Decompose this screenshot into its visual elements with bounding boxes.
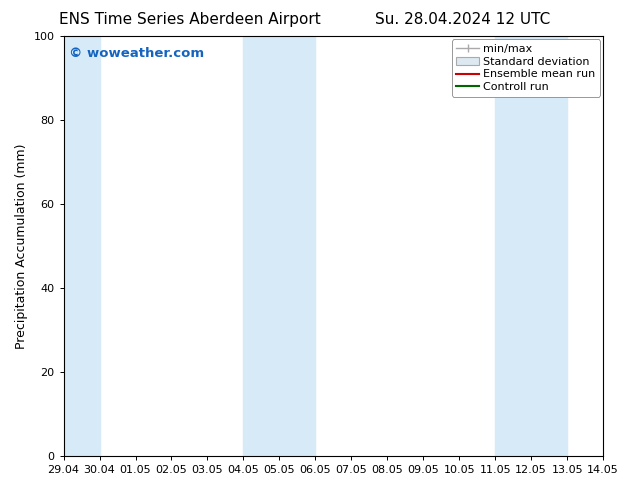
Text: ENS Time Series Aberdeen Airport: ENS Time Series Aberdeen Airport xyxy=(60,12,321,27)
Bar xyxy=(243,36,315,456)
Text: © woweather.com: © woweather.com xyxy=(69,47,204,60)
Legend: min/max, Standard deviation, Ensemble mean run, Controll run: min/max, Standard deviation, Ensemble me… xyxy=(452,40,600,97)
Bar xyxy=(495,36,567,456)
Y-axis label: Precipitation Accumulation (mm): Precipitation Accumulation (mm) xyxy=(15,143,28,349)
Bar xyxy=(63,36,100,456)
Text: Su. 28.04.2024 12 UTC: Su. 28.04.2024 12 UTC xyxy=(375,12,550,27)
